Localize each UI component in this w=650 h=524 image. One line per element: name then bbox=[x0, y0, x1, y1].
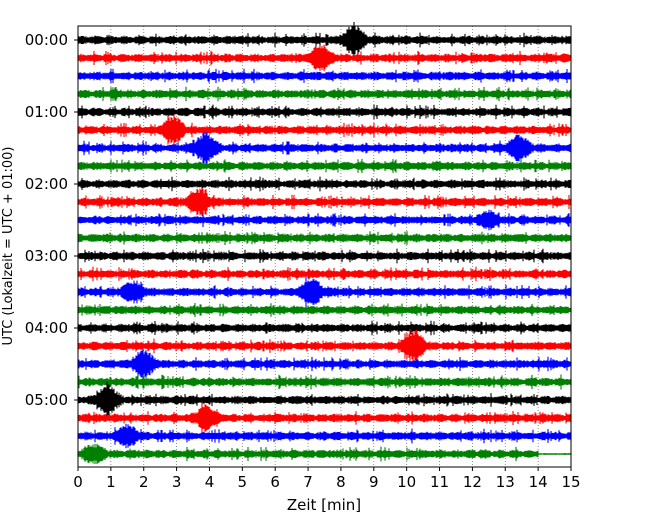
seismogram-trace-13 bbox=[77, 266, 572, 282]
seismogram-trace-3 bbox=[77, 86, 572, 102]
x-tick-label: 3 bbox=[172, 473, 182, 491]
seismogram-trace-11 bbox=[77, 231, 572, 245]
x-tick-label: 0 bbox=[73, 473, 83, 491]
seismogram-trace-10 bbox=[77, 209, 572, 231]
y-tick-label: 00:00 bbox=[25, 31, 68, 49]
x-tick-label: 12 bbox=[463, 473, 482, 491]
plot-frame bbox=[77, 25, 572, 468]
seismogram-trace-9 bbox=[77, 188, 572, 216]
seismogram-trace-19 bbox=[77, 374, 572, 390]
seismogram-trace-8 bbox=[77, 176, 572, 192]
x-tick-label: 1 bbox=[106, 473, 116, 491]
x-tick-label: 7 bbox=[303, 473, 313, 491]
x-tick-label: 2 bbox=[139, 473, 149, 491]
seismogram-trace-7 bbox=[77, 158, 572, 174]
seismogram-trace-14 bbox=[77, 276, 572, 308]
y-tick-label: 05:00 bbox=[25, 391, 68, 409]
x-tick-label: 10 bbox=[397, 473, 416, 491]
seismogram-trace-12 bbox=[77, 248, 572, 264]
x-tick-label: 4 bbox=[205, 473, 215, 491]
seismogram-trace-20 bbox=[77, 381, 572, 419]
x-tick-label: 11 bbox=[430, 473, 449, 491]
seismogram-trace-4 bbox=[77, 104, 572, 120]
seismogram-trace-16 bbox=[77, 320, 572, 336]
seismogram-trace-22 bbox=[77, 423, 572, 449]
x-axis-label: Zeit [min] bbox=[287, 496, 361, 514]
seismogram-trace-18 bbox=[77, 349, 572, 379]
y-tick-label: 01:00 bbox=[25, 103, 68, 121]
seismogram-trace-1 bbox=[77, 44, 572, 72]
x-tick-label: 8 bbox=[336, 473, 346, 491]
y-tick-label: 03:00 bbox=[25, 247, 68, 265]
seismogram-trace-23 bbox=[77, 443, 572, 465]
seismogram-trace-21 bbox=[77, 403, 572, 433]
x-tick-label: 14 bbox=[529, 473, 548, 491]
x-tick-label: 13 bbox=[496, 473, 515, 491]
seismogram-trace-15 bbox=[77, 303, 572, 317]
seismogram-trace-6 bbox=[77, 132, 572, 164]
y-tick-label: 02:00 bbox=[25, 175, 68, 193]
x-tick-label: 9 bbox=[369, 473, 379, 491]
x-tick-label: 6 bbox=[270, 473, 280, 491]
y-axis-label: UTC (Lokalzeit = UTC + 01:00) bbox=[1, 147, 16, 346]
seismogram-trace-5 bbox=[77, 114, 572, 146]
x-tick-label: 5 bbox=[238, 473, 248, 491]
x-tick-label: 15 bbox=[561, 473, 580, 491]
y-tick-label: 04:00 bbox=[25, 319, 68, 337]
